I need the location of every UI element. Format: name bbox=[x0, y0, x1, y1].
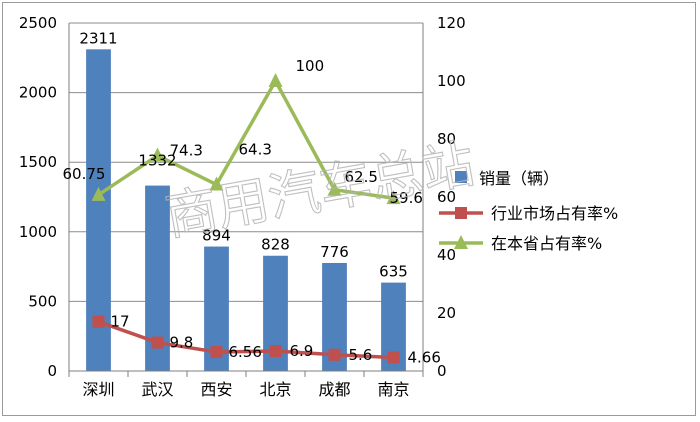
line-data-label: 6.56 bbox=[229, 343, 262, 361]
line-data-label: 9.8 bbox=[170, 334, 194, 352]
bar-data-label: 2311 bbox=[79, 29, 117, 47]
x-category-label: 深圳 bbox=[82, 380, 114, 399]
y-left-tick-label: 1500 bbox=[19, 153, 57, 171]
bar-data-label: 894 bbox=[202, 227, 231, 245]
x-category-label: 北京 bbox=[259, 380, 291, 399]
line-data-label: 4.66 bbox=[408, 348, 441, 366]
legend-label-industry: 行业市场占有率% bbox=[491, 204, 618, 223]
watermark-text: 商用汽车总站 bbox=[161, 134, 479, 247]
marker-square bbox=[210, 345, 223, 358]
y-right-tick-label: 60 bbox=[437, 188, 456, 206]
y-right-tick-label: 40 bbox=[437, 246, 456, 264]
legend-label-sales: 销量（辆） bbox=[479, 169, 559, 188]
chart-frame: 0 500 1000 1500 2000 2500 0 20 40 60 80 100 120 深圳 武汉 西… bbox=[2, 2, 696, 416]
line-series-1 bbox=[97, 320, 394, 360]
legend-swatch-bar bbox=[455, 171, 467, 183]
line-series-2 bbox=[97, 79, 394, 200]
bar-data-label: 1332 bbox=[138, 152, 176, 170]
x-category-label: 西安 bbox=[200, 380, 232, 399]
y-right-tick-label: 100 bbox=[437, 72, 466, 90]
x-category-label: 成都 bbox=[318, 380, 350, 399]
x-category-label: 武汉 bbox=[141, 380, 173, 399]
y-left-tick-label: 2000 bbox=[19, 84, 57, 102]
line-data-label: 74.3 bbox=[170, 142, 203, 160]
legend-marker-square bbox=[455, 207, 467, 219]
marker-square bbox=[92, 315, 105, 328]
marker-square bbox=[151, 336, 164, 349]
bar-data-label: 828 bbox=[261, 236, 290, 254]
line-data-label: 5.6 bbox=[349, 346, 373, 364]
marker-square bbox=[269, 344, 282, 357]
x-category-label: 南京 bbox=[377, 380, 409, 399]
marker-triangle bbox=[209, 176, 224, 191]
line-data-label: 64.3 bbox=[239, 141, 272, 159]
marker-triangle bbox=[268, 73, 283, 87]
y-left-tick-label: 500 bbox=[28, 292, 57, 310]
line-data-label: 100 bbox=[296, 57, 325, 75]
y-right-tick-label: 20 bbox=[437, 304, 456, 322]
y-left-tick-label: 2500 bbox=[19, 14, 57, 32]
line-data-label: 59.6 bbox=[390, 189, 423, 207]
y-left-tick-label: 0 bbox=[47, 362, 57, 380]
line-data-label: 6.9 bbox=[290, 342, 314, 360]
marker-square bbox=[328, 348, 341, 361]
y-left-tick-label: 1000 bbox=[19, 223, 57, 241]
marker-square bbox=[387, 351, 400, 364]
marker-triangle bbox=[91, 186, 106, 201]
line-data-label: 60.75 bbox=[63, 165, 106, 183]
line-data-label: 62.5 bbox=[345, 168, 378, 186]
y-right-tick-label: 80 bbox=[437, 130, 456, 148]
legend-label-province: 在本省占有率% bbox=[491, 234, 602, 253]
bar-data-label: 776 bbox=[320, 243, 349, 261]
marker-triangle bbox=[386, 190, 401, 205]
marker-triangle bbox=[327, 181, 342, 196]
line-data-label: 17 bbox=[111, 313, 130, 331]
marker-triangle bbox=[150, 147, 165, 162]
bar-data-label: 635 bbox=[379, 263, 408, 281]
y-right-tick-label: 120 bbox=[437, 14, 466, 32]
y-right-tick-label: 0 bbox=[437, 362, 447, 380]
combo-chart: 0 500 1000 1500 2000 2500 0 20 40 60 80 100 120 深圳 武汉 西… bbox=[19, 14, 618, 399]
legend-marker-triangle bbox=[454, 235, 468, 249]
